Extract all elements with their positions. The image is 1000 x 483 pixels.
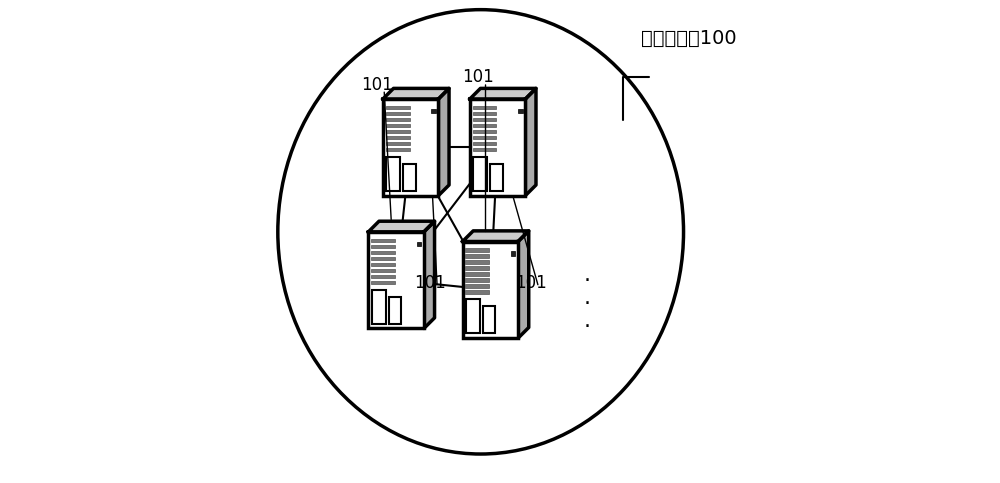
Bar	[473, 124, 496, 127]
Text: 101: 101	[361, 75, 393, 94]
Bar	[368, 232, 424, 328]
Polygon shape	[525, 88, 536, 196]
Bar	[466, 299, 480, 333]
Bar	[473, 112, 496, 115]
Bar	[371, 256, 395, 260]
Bar	[383, 99, 438, 196]
Text: ·
·
·: · · ·	[583, 271, 590, 338]
Bar	[465, 248, 489, 252]
Text: 101: 101	[462, 68, 494, 86]
Polygon shape	[424, 221, 435, 328]
Bar	[473, 142, 496, 145]
Bar	[386, 106, 410, 109]
Polygon shape	[470, 88, 536, 99]
Bar	[371, 239, 395, 242]
Bar	[403, 164, 416, 191]
Polygon shape	[463, 231, 529, 242]
Polygon shape	[438, 88, 449, 196]
Bar	[518, 109, 523, 113]
Bar	[465, 260, 489, 264]
Bar	[473, 148, 496, 151]
Bar	[371, 244, 395, 248]
Bar	[371, 275, 395, 278]
Bar	[417, 242, 421, 246]
Bar	[371, 281, 395, 284]
Bar	[371, 269, 395, 272]
Bar	[465, 254, 489, 257]
Bar	[473, 136, 496, 139]
Bar	[465, 284, 489, 288]
Bar	[473, 130, 496, 133]
Text: 101: 101	[414, 273, 446, 292]
Polygon shape	[518, 231, 529, 338]
Bar	[386, 130, 410, 133]
Bar	[386, 136, 410, 139]
Bar	[386, 118, 410, 121]
Bar	[386, 142, 410, 145]
Bar	[386, 112, 410, 115]
Bar	[473, 106, 496, 109]
Text: 区块链网络100: 区块链网络100	[641, 29, 736, 48]
Bar	[483, 306, 495, 333]
Bar	[465, 290, 489, 294]
Bar	[389, 297, 401, 324]
Bar	[465, 278, 489, 282]
Polygon shape	[368, 221, 435, 232]
Bar	[386, 148, 410, 151]
Bar	[473, 118, 496, 121]
Bar	[511, 251, 515, 256]
Bar	[473, 157, 487, 191]
Bar	[465, 272, 489, 276]
Bar	[490, 164, 503, 191]
Bar	[463, 242, 518, 338]
Bar	[371, 263, 395, 266]
Bar	[386, 124, 410, 127]
Bar	[431, 109, 436, 113]
Bar	[371, 251, 395, 254]
Text: 101: 101	[516, 273, 547, 292]
Bar	[372, 290, 386, 324]
Bar	[386, 157, 400, 191]
Ellipse shape	[278, 10, 684, 454]
Bar	[470, 99, 525, 196]
Polygon shape	[383, 88, 449, 99]
Bar	[465, 266, 489, 270]
